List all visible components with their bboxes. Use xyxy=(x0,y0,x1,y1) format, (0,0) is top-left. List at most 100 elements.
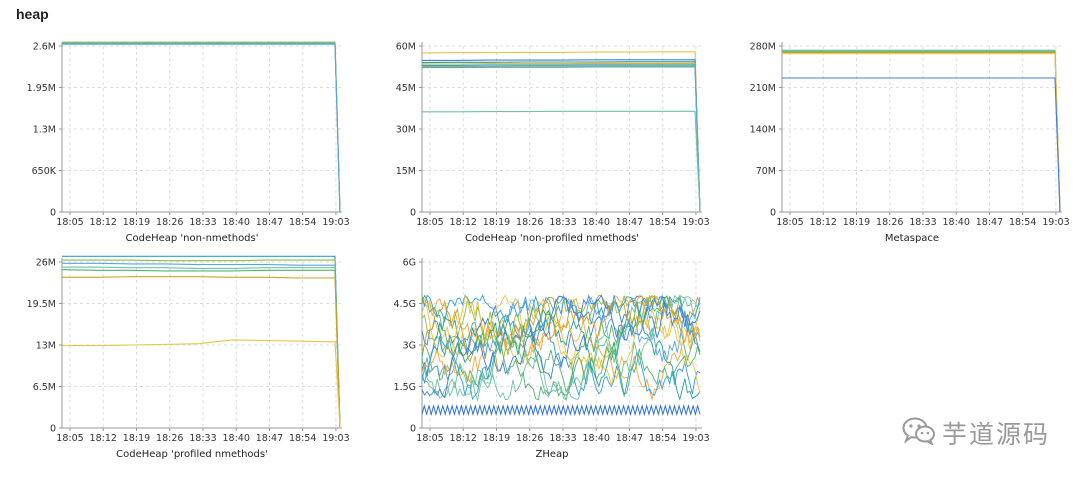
x-tick-label: 18:26 xyxy=(876,217,903,228)
x-tick-label: 18:54 xyxy=(649,433,676,444)
y-tick-label: 6.5M xyxy=(33,382,56,393)
x-tick-label: 18:47 xyxy=(256,433,283,444)
x-tick-label: 18:40 xyxy=(583,433,610,444)
y-tick-label: 0 xyxy=(50,208,56,219)
y-tick-label: 1.95M xyxy=(27,83,56,94)
series-line xyxy=(422,59,701,213)
series-line xyxy=(421,404,701,417)
x-tick-label: 18:12 xyxy=(450,433,477,444)
x-tick-label: 19:03 xyxy=(322,217,349,228)
x-tick-label: 18:54 xyxy=(289,433,316,444)
series-line xyxy=(421,294,701,394)
x-tick-label: 18:47 xyxy=(616,433,643,444)
chart-svg: 0 650K 1.3M 1.95M 2.6M 18:05 18:12 18:19 18:26 18… xyxy=(27,41,350,245)
x-tick-label: 18:19 xyxy=(483,433,510,444)
page-title: heap xyxy=(16,6,49,22)
series-line xyxy=(782,49,1061,213)
y-tick-label: 6G xyxy=(403,258,416,269)
x-tick-label: 18:33 xyxy=(909,217,936,228)
series-line xyxy=(62,42,341,213)
y-tick-label: 0 xyxy=(410,208,416,219)
x-tick-label: 19:03 xyxy=(1042,217,1069,228)
x-tick-label: 18:05 xyxy=(416,217,443,228)
y-tick-label: 30M xyxy=(396,125,416,136)
y-tick-label: 0 xyxy=(770,208,776,219)
series-line xyxy=(421,61,701,213)
x-tick-label: 18:33 xyxy=(549,217,576,228)
series-line xyxy=(782,51,1061,213)
chart-svg: 0 70M 140M 210M 280M 18:05 18:12 18:19 18:26 18:3… xyxy=(750,42,1070,245)
watermark-text: 芋道源码 xyxy=(942,420,1051,449)
series-line xyxy=(62,262,341,429)
series-line xyxy=(62,276,341,429)
series-line xyxy=(422,62,701,213)
x-tick-label: 18:19 xyxy=(843,217,870,228)
y-tick-label: 3G xyxy=(403,341,416,352)
series-line xyxy=(421,294,701,401)
y-tick-label: 60M xyxy=(396,42,416,53)
chart-title: CodeHeap 'non-nmethods' xyxy=(126,233,259,244)
x-tick-label: 18:26 xyxy=(516,433,543,444)
x-tick-label: 18:33 xyxy=(189,217,216,228)
chart-svg: 0 6.5M 13M 19.5M 26M 18:05 18:12 18:19 18:26 18:3… xyxy=(27,255,350,460)
series-line xyxy=(421,294,701,395)
y-tick-label: 15M xyxy=(396,166,416,177)
x-tick-label: 18:26 xyxy=(156,433,183,444)
wechat-icon xyxy=(902,417,936,449)
y-tick-label: 210M xyxy=(750,83,776,94)
y-tick-label: 1.5G xyxy=(394,382,416,393)
series-line xyxy=(62,42,341,213)
chart-panel-codeheap-profiled: 0 6.5M 13M 19.5M 26M 18:05 18:12 18:19 18:26 18:3… xyxy=(0,250,360,465)
y-tick-label: 2.6M xyxy=(33,42,56,53)
series-line xyxy=(421,308,701,401)
y-tick-label: 280M xyxy=(750,42,776,53)
x-tick-label: 18:54 xyxy=(289,217,316,228)
y-tick-label: 19.5M xyxy=(27,299,56,310)
watermark: 芋道源码 xyxy=(902,415,1050,451)
y-tick-label: 70M xyxy=(756,166,776,177)
chart-svg: 0 15M 30M 45M 60M 18:05 18:12 18:19 18:26 18:33 18… xyxy=(396,42,710,245)
x-tick-label: 18:19 xyxy=(123,433,150,444)
series-line xyxy=(422,64,701,213)
y-tick-label: 650K xyxy=(32,166,57,177)
x-tick-label: 18:47 xyxy=(616,217,643,228)
x-tick-label: 18:54 xyxy=(649,217,676,228)
chart-title: ZHeap xyxy=(536,449,569,460)
series-line xyxy=(62,43,341,213)
x-tick-label: 19:03 xyxy=(682,433,709,444)
series-line xyxy=(421,51,701,213)
series-line xyxy=(422,65,701,213)
series-line xyxy=(421,294,701,398)
y-tick-label: 0 xyxy=(50,424,56,435)
series-line xyxy=(422,66,701,213)
x-tick-label: 18:12 xyxy=(450,217,477,228)
y-tick-label: 4.5G xyxy=(394,299,416,310)
y-tick-label: 1.3M xyxy=(33,125,56,136)
x-tick-label: 18:05 xyxy=(416,433,443,444)
x-tick-label: 18:12 xyxy=(90,433,117,444)
x-tick-label: 18:26 xyxy=(516,217,543,228)
series-line xyxy=(782,50,1061,213)
x-tick-label: 18:19 xyxy=(483,217,510,228)
series-line xyxy=(62,255,341,429)
x-tick-label: 18:47 xyxy=(256,217,283,228)
chart-title: CodeHeap 'profiled nmethods' xyxy=(116,449,268,460)
series-line xyxy=(421,296,701,402)
x-tick-label: 18:26 xyxy=(156,217,183,228)
y-tick-label: 0 xyxy=(410,424,416,435)
series-line xyxy=(62,266,341,429)
x-tick-label: 18:40 xyxy=(223,217,250,228)
x-tick-label: 18:40 xyxy=(223,433,250,444)
series-line xyxy=(782,53,1061,213)
chart-panel-codeheap-non-nmethods: 0 650K 1.3M 1.95M 2.6M 18:05 18:12 18:19 18:26 18… xyxy=(0,34,360,249)
series-line xyxy=(62,41,341,213)
chart-title: Metaspace xyxy=(885,233,939,244)
x-tick-label: 18:47 xyxy=(976,217,1003,228)
series-line xyxy=(421,294,701,398)
x-tick-label: 19:03 xyxy=(682,217,709,228)
x-tick-label: 18:12 xyxy=(810,217,837,228)
series-line xyxy=(422,110,701,213)
x-tick-label: 18:05 xyxy=(56,433,83,444)
x-tick-label: 18:19 xyxy=(123,217,150,228)
x-tick-label: 18:40 xyxy=(943,217,970,228)
